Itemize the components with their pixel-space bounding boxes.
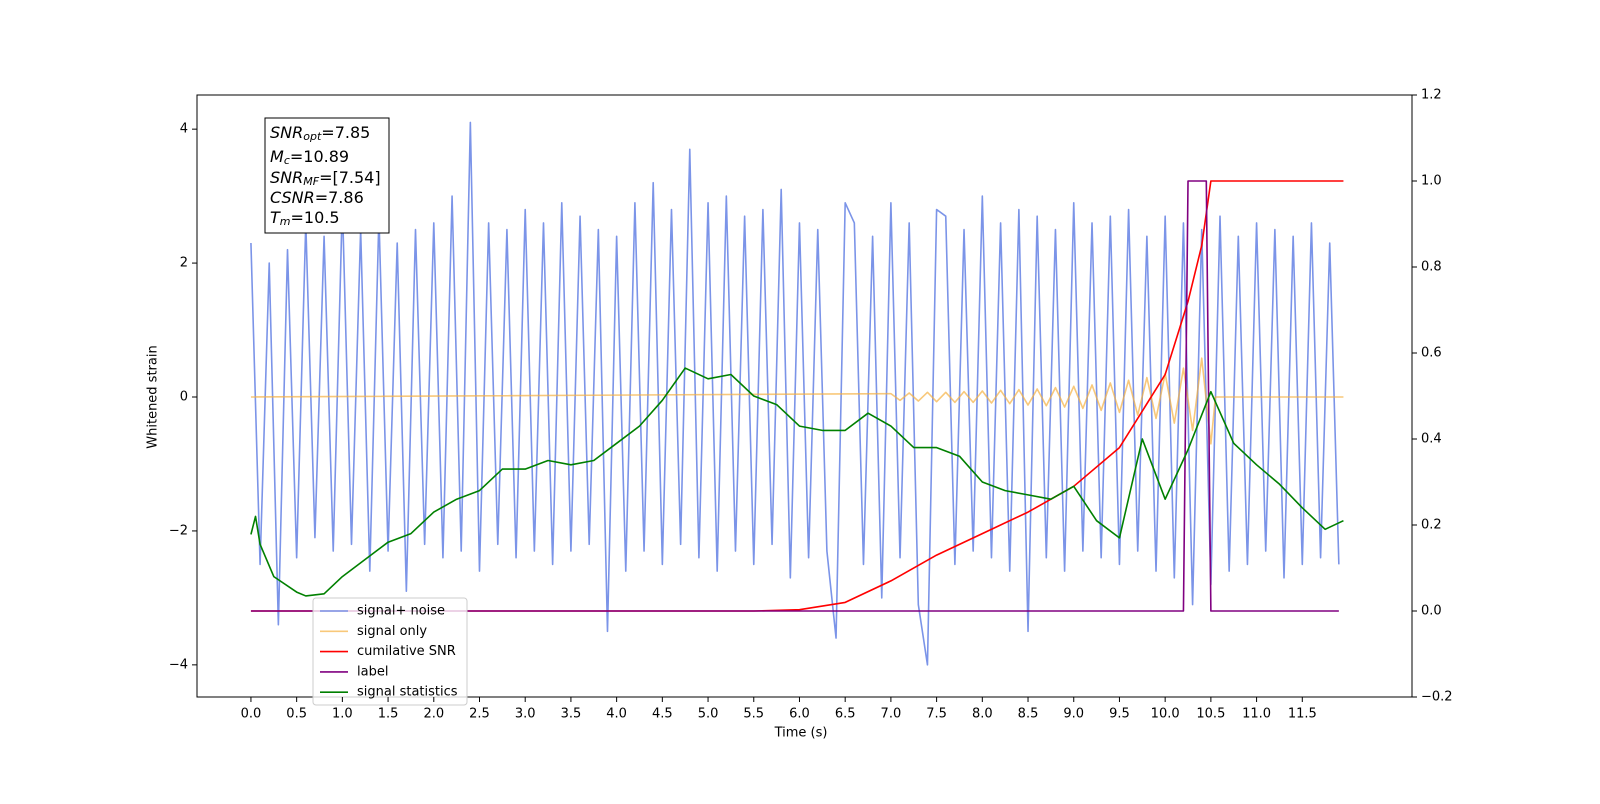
y2-tick-label: 0.2 <box>1421 518 1442 533</box>
annotation-text: =10.5 <box>291 208 340 227</box>
x-tick-label: 6.0 <box>789 707 810 722</box>
x-tick-label: 11.0 <box>1242 707 1271 722</box>
annotation-line: Tm=10.5 <box>270 208 340 229</box>
y-tick-label: 2 <box>180 256 188 271</box>
annotation-text: =10.89 <box>290 147 349 166</box>
series-line <box>250 180 1344 612</box>
x-tick-label: 3.0 <box>515 707 536 722</box>
series-line <box>250 367 1344 597</box>
annotation-subscript: c <box>284 154 290 167</box>
annotation-symbol: T <box>270 208 281 227</box>
annotation-text: =7.85 <box>321 123 370 142</box>
x-tick-label: 10.5 <box>1196 707 1225 722</box>
x-tick-label: 0.0 <box>241 707 262 722</box>
x-tick-label: 6.5 <box>835 707 856 722</box>
legend-label: signal statistics <box>357 685 458 700</box>
y-tick-label: −4 <box>169 657 188 672</box>
annotation-line: CSNR=7.86 <box>270 188 364 207</box>
x-tick-label: 5.5 <box>743 707 764 722</box>
axes-frame <box>196 94 1413 698</box>
y2-tick-label: 0.4 <box>1421 432 1442 447</box>
x-tick-label: 11.5 <box>1288 707 1317 722</box>
series-line <box>250 121 1340 666</box>
annotation-symbol: CSNR <box>270 188 315 207</box>
y2-tick-label: 1.2 <box>1421 88 1442 103</box>
annotation-symbol: M <box>270 147 284 166</box>
legend-frame <box>312 597 468 706</box>
x-tick-label: 2.5 <box>469 707 490 722</box>
annotation-subscript: MF <box>303 175 319 188</box>
annotation-frame <box>264 117 390 234</box>
annotation-box: SNRopt=7.85Mc=10.89SNRMF=[7.54]CSNR=7.86… <box>264 117 390 234</box>
series-line <box>250 180 1339 612</box>
x-tick-label: 8.5 <box>1018 707 1039 722</box>
y2-tick-label: −0.2 <box>1421 690 1453 705</box>
x-tick-label: 7.5 <box>926 707 947 722</box>
x-tick-label: 9.5 <box>1109 707 1130 722</box>
x-tick-label: 4.0 <box>606 707 627 722</box>
x-tick-label: 1.0 <box>332 707 353 722</box>
y-tick-label: 4 <box>180 122 188 137</box>
annotation-line: SNRopt=7.85 <box>270 123 370 144</box>
annotation-symbol: SNR <box>270 123 303 142</box>
x-tick-label: 8.0 <box>972 707 993 722</box>
x-tick-label: 9.0 <box>1063 707 1084 722</box>
x-tick-label: 3.5 <box>561 707 582 722</box>
y2-tick-label: 0.6 <box>1421 346 1442 361</box>
annotation-symbol: SNR <box>270 168 303 187</box>
x-tick-label: 2.0 <box>423 707 444 722</box>
series-line <box>250 357 1344 445</box>
annotation-subscript: opt <box>303 130 322 143</box>
legend: signal+ noise signal only cumilative SNR la… <box>312 597 468 706</box>
x-tick-label: 5.0 <box>698 707 719 722</box>
y-tick-label: 0 <box>180 390 188 405</box>
legend-label: label <box>357 664 388 679</box>
x-tick-label: 0.5 <box>286 707 307 722</box>
annotation-subscript: m <box>280 215 291 228</box>
y2-tick-label: 0.0 <box>1421 604 1442 619</box>
annotation-line: SNRMF=[7.54] <box>270 168 381 189</box>
annotation-line: Mc=10.89 <box>270 147 349 168</box>
x-tick-label: 4.5 <box>652 707 673 722</box>
x-tick-label: 10.0 <box>1151 707 1180 722</box>
legend-label: cumilative SNR <box>357 644 456 659</box>
y-axis-label: Whitened strain <box>146 345 161 448</box>
x-tick-label: 1.5 <box>378 707 399 722</box>
legend-label: signal+ noise <box>357 604 445 619</box>
y2-tick-label: 1.0 <box>1421 174 1442 189</box>
plot-area <box>250 121 1344 666</box>
legend-label: signal only <box>357 624 427 639</box>
annotation-text: =7.86 <box>315 188 364 207</box>
y2-tick-label: 0.8 <box>1421 260 1442 275</box>
x-axis-label: Time (s) <box>774 726 828 741</box>
annotation-text: =[7.54] <box>319 168 381 187</box>
y-tick-label: −2 <box>169 523 188 538</box>
x-tick-label: 7.0 <box>881 707 902 722</box>
